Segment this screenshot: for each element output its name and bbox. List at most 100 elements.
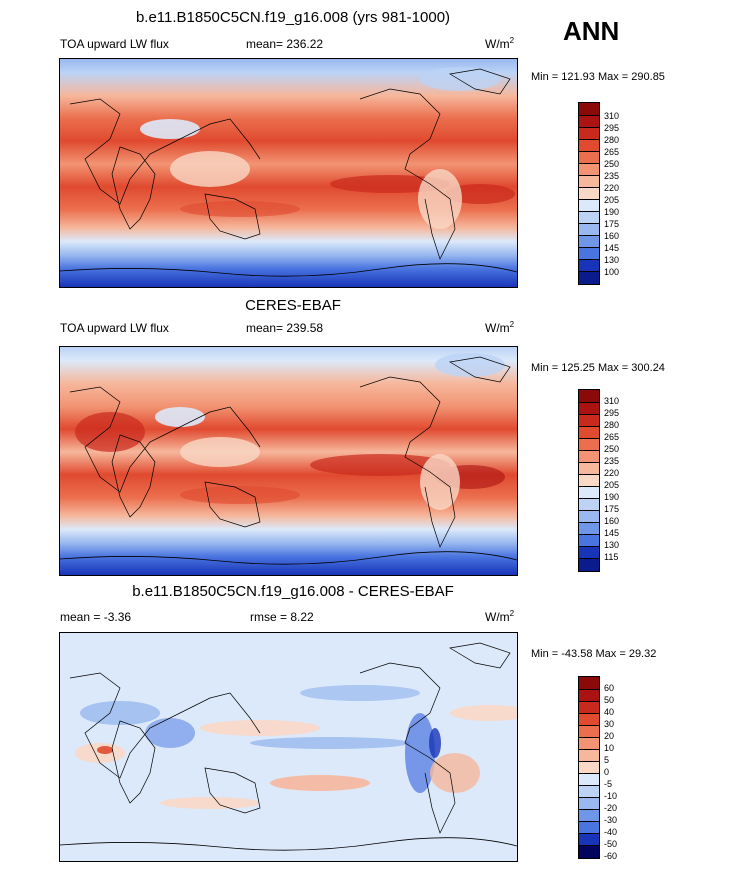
colorbar-tick-label: 250 xyxy=(604,444,620,454)
colorbar-tick-label: 145 xyxy=(604,243,620,253)
colorbar-tick-label: 250 xyxy=(604,159,620,169)
colorbar-tick-label: 190 xyxy=(604,207,620,217)
colorbar-tick-label: 220 xyxy=(604,468,620,478)
colorbar-box xyxy=(579,235,599,247)
colorbar-tick-label: 190 xyxy=(604,492,620,502)
colorbar-box xyxy=(579,211,599,223)
colorbar-box xyxy=(579,534,599,546)
colorbar-tick-label: 265 xyxy=(604,147,620,157)
colorbar-tick-label: 50 xyxy=(604,695,615,705)
colorbar-box xyxy=(579,749,599,761)
colorbar-box xyxy=(579,247,599,259)
colorbar-tick-label: 280 xyxy=(604,420,620,430)
colorbar-box xyxy=(579,151,599,163)
colorbar-tick-label: 100 xyxy=(604,267,620,277)
colorbar-tick-label: 40 xyxy=(604,707,615,717)
mean-label: mean= 239.58 xyxy=(246,321,324,335)
colorbar-box xyxy=(579,486,599,498)
colorbar-tick-label: 205 xyxy=(604,195,620,205)
panel-title: b.e11.B1850C5CN.f19_g16.008 - CERES-EBAF xyxy=(132,583,454,600)
colorbar-box xyxy=(579,833,599,845)
min-max-label: Min = 125.25 Max = 300.24 xyxy=(531,362,665,374)
colorbar-box xyxy=(579,737,599,749)
colorbar-tick-label: 280 xyxy=(604,135,620,145)
colorbar-box xyxy=(579,773,599,785)
colorbar-tick-label: 220 xyxy=(604,183,620,193)
colorbar-tick-label: 30 xyxy=(604,719,615,729)
colorbar-box xyxy=(579,510,599,522)
colorbar-box xyxy=(579,558,599,571)
colorbar-tick-label: 310 xyxy=(604,111,620,121)
units-label: W/m2 xyxy=(485,609,515,624)
map-diff xyxy=(59,632,518,862)
colorbar-tick-label: 10 xyxy=(604,743,615,753)
colorbar-box xyxy=(579,414,599,426)
colorbar-box xyxy=(579,402,599,414)
colorbar-box xyxy=(579,223,599,235)
colorbar-tick-label: 235 xyxy=(604,171,620,181)
map-obs xyxy=(59,346,518,576)
colorbar-box xyxy=(579,175,599,187)
panel-title: CERES-EBAF xyxy=(245,297,341,314)
min-max-label: Min = 121.93 Max = 290.85 xyxy=(531,71,665,83)
colorbar-model xyxy=(578,102,600,285)
variable-label: TOA upward LW flux xyxy=(60,37,169,51)
colorbar-tick-label: 175 xyxy=(604,504,620,514)
colorbar-box xyxy=(579,139,599,151)
colorbar-tick-label: 175 xyxy=(604,219,620,229)
mean-label: mean = -3.36 xyxy=(60,610,132,624)
colorbar-box xyxy=(579,701,599,713)
colorbar-box xyxy=(579,785,599,797)
colorbar-box xyxy=(579,115,599,127)
colorbar-box xyxy=(579,187,599,199)
colorbar-tick-label: 295 xyxy=(604,408,620,418)
colorbar-box xyxy=(579,797,599,809)
colorbar-box xyxy=(579,845,599,858)
colorbar-tick-label: 265 xyxy=(604,432,620,442)
map-model xyxy=(59,58,518,288)
colorbar-box xyxy=(579,127,599,139)
colorbar-box xyxy=(579,522,599,534)
rmse-label: rmse = 8.22 xyxy=(250,610,314,624)
colorbar-tick-label: 0 xyxy=(604,767,610,777)
colorbar-diff xyxy=(578,676,600,859)
colorbar-box xyxy=(579,199,599,211)
colorbar-tick-label: -10 xyxy=(604,791,618,801)
colorbar-tick-label: -40 xyxy=(604,827,618,837)
colorbar-tick-label: 160 xyxy=(604,516,620,526)
colorbar-box xyxy=(579,546,599,558)
colorbar-tick-label: 5 xyxy=(604,755,610,765)
colorbar-box xyxy=(579,713,599,725)
units-label: W/m2 xyxy=(485,36,515,51)
colorbar-box xyxy=(579,103,599,115)
colorbar-box xyxy=(579,498,599,510)
colorbar-box xyxy=(579,259,599,271)
colorbar-box xyxy=(579,761,599,773)
colorbar-tick-label: 130 xyxy=(604,255,620,265)
mean-label: mean= 236.22 xyxy=(246,37,324,51)
colorbar-box xyxy=(579,450,599,462)
colorbar-tick-label: 160 xyxy=(604,231,620,241)
colorbar-tick-label: 295 xyxy=(604,123,620,133)
colorbar-tick-label: -60 xyxy=(604,851,618,861)
colorbar-box xyxy=(579,689,599,701)
colorbar-obs xyxy=(578,389,600,572)
colorbar-box xyxy=(579,426,599,438)
colorbar-box xyxy=(579,809,599,821)
colorbar-box xyxy=(579,462,599,474)
colorbar-box xyxy=(579,390,599,402)
colorbar-tick-label: 130 xyxy=(604,540,620,550)
colorbar-box xyxy=(579,163,599,175)
colorbar-tick-label: 145 xyxy=(604,528,620,538)
colorbar-tick-label: -5 xyxy=(604,779,613,789)
colorbar-tick-label: -50 xyxy=(604,839,618,849)
min-max-label: Min = -43.58 Max = 29.32 xyxy=(531,648,657,660)
panel-title: b.e11.B1850C5CN.f19_g16.008 (yrs 981-100… xyxy=(135,9,451,26)
units-label: W/m2 xyxy=(485,320,515,335)
colorbar-box xyxy=(579,821,599,833)
colorbar-tick-label: -20 xyxy=(604,803,618,813)
colorbar-tick-label: 115 xyxy=(604,552,619,562)
colorbar-tick-label: 235 xyxy=(604,456,620,466)
colorbar-tick-label: 205 xyxy=(604,480,620,490)
colorbar-tick-label: -30 xyxy=(604,815,618,825)
